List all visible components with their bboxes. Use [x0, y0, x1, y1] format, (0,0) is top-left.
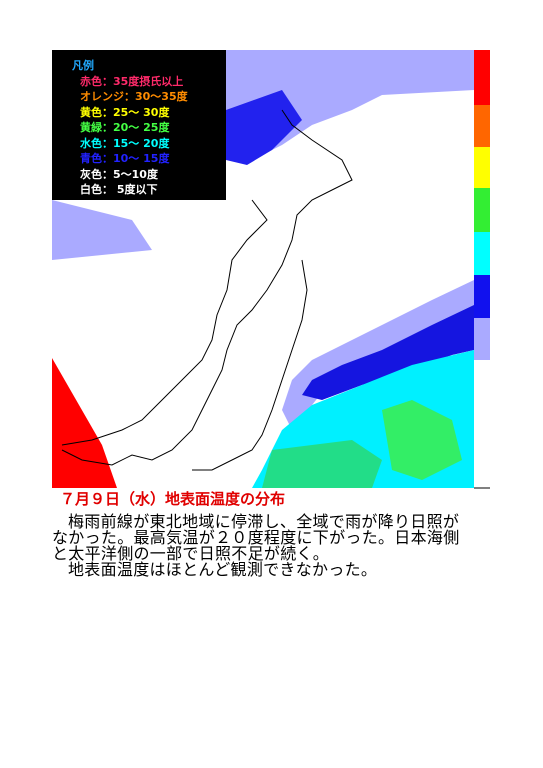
legend-item: 黄緑：20～ 25度 — [80, 121, 170, 134]
legend: 凡例 赤色：35度摂氏以上 オレンジ：30～35度 黄色：25～ 30度 黄緑：20～… — [52, 50, 226, 200]
legend-item: 青色：10～ 15度 — [80, 152, 170, 165]
legend-item: 水色：15～ 20度 — [80, 136, 170, 150]
legend-item: オレンジ：30～35度 — [80, 90, 188, 103]
paragraph: 地表面温度はほとんど観測できなかった。 — [68, 560, 378, 579]
caption-title: ７月９日（水）地表面温度の分布 — [60, 490, 286, 508]
legend-title: 凡例 — [72, 59, 94, 72]
temperature-map — [52, 50, 490, 489]
caption-body: 梅雨前線が東北地域に停滞し、全域で雨が降り日照がなかった。最高気温が２０度程度に… — [52, 514, 472, 578]
legend-item: 赤色：35度摂氏以上 — [80, 74, 184, 88]
legend-item: 灰色：5～10度 — [80, 167, 158, 181]
legend-item: 黄色：25～ 30度 — [80, 105, 170, 119]
paragraph: 梅雨前線が東北地域に停滞し、全域で雨が降り日照がなかった。最高気温が２０度程度に… — [52, 512, 460, 563]
legend-item: 白色： 5度以下 — [80, 183, 158, 196]
